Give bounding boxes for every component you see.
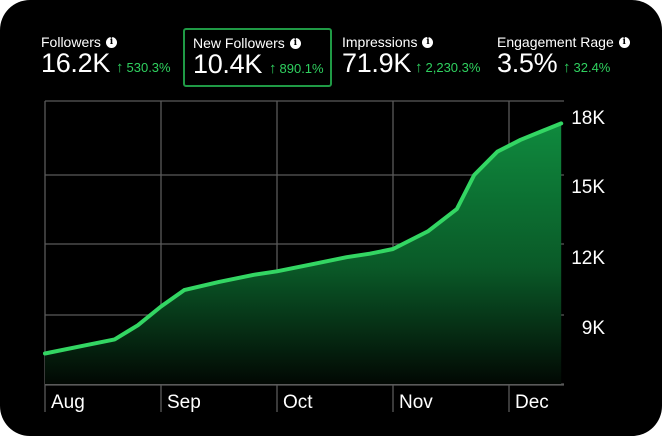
info-icon[interactable]: i	[105, 36, 117, 48]
x-tick-label: Dec	[515, 392, 549, 413]
y-tick-label: 9K	[582, 318, 606, 339]
up-arrow-icon: ↑	[269, 60, 277, 77]
area-fill	[45, 123, 562, 385]
y-tick-label: 15K	[571, 177, 605, 198]
metric-label: New Followers i	[193, 35, 301, 51]
y-tick-label: 18K	[571, 108, 605, 129]
info-icon[interactable]: i	[618, 36, 630, 48]
metric-value: 3.5%	[497, 48, 558, 78]
x-tick-label: Sep	[167, 392, 201, 413]
up-arrow-icon: ↑	[116, 59, 124, 76]
up-arrow-icon: ↑	[415, 59, 423, 76]
metric-value: 10.4K	[193, 49, 263, 79]
metric-delta: ↑ 530.3%	[116, 59, 171, 76]
up-arrow-icon: ↑	[563, 59, 571, 76]
x-tick-label: Oct	[283, 392, 313, 413]
chart-area	[43, 121, 564, 385]
metric-delta: ↑ 890.1%	[269, 60, 324, 77]
metric-engagement[interactable]: Engagement Rage i 3.5% ↑ 32.4%	[497, 34, 637, 80]
metric-label: Engagement Rage i	[497, 34, 630, 50]
x-tick-label: Aug	[51, 392, 85, 413]
metric-new-followers[interactable]: New Followers i 10.4K ↑ 890.1%	[183, 28, 332, 87]
metric-label: Impressions i	[342, 34, 434, 50]
metric-followers[interactable]: Followers i 16.2K ↑ 530.3%	[41, 34, 181, 80]
metric-delta: ↑ 2,230.3%	[415, 59, 481, 76]
metric-delta: ↑ 32.4%	[563, 59, 611, 76]
info-icon[interactable]: i	[422, 36, 434, 48]
series-line	[43, 121, 564, 356]
metric-label: Followers i	[41, 34, 117, 50]
y-tick-label: 12K	[571, 248, 605, 269]
metric-impressions[interactable]: Impressions i 71.9K ↑ 2,230.3%	[342, 34, 492, 80]
x-tick-label: Nov	[399, 392, 433, 413]
metric-value: 71.9K	[342, 48, 412, 78]
chart-ticks: 18K 15K 12K 9K Aug Sep Oct Nov Dec	[51, 108, 605, 413]
metric-value: 16.2K	[41, 48, 111, 78]
info-icon[interactable]: i	[289, 37, 301, 49]
